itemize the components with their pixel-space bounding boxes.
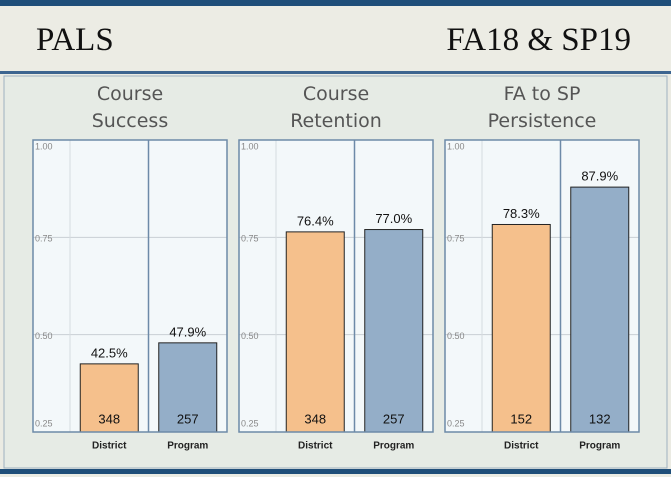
y-tick-label: 1.00 [241, 141, 259, 151]
y-tick-label: 0.50 [241, 331, 259, 341]
plot-border [32, 139, 228, 433]
x-tick-label: District [92, 441, 127, 452]
count-label: 132 [589, 411, 611, 426]
panel-title: FA to SP Persistence [487, 83, 597, 132]
panel-title: Course Retention [290, 83, 382, 132]
header-left: PALS [36, 22, 114, 58]
x-tick-label: Program [579, 441, 620, 452]
count-label: 348 [98, 411, 120, 426]
bar [158, 342, 218, 433]
bottom-border [0, 469, 671, 474]
y-tick-label: 0.25 [35, 418, 53, 428]
value-label: 87.9% [581, 169, 618, 184]
x-tick-label: District [298, 441, 333, 452]
value-label: 76.4% [297, 213, 334, 228]
top-border [0, 0, 671, 6]
x-tick-label: District [504, 441, 539, 452]
bar [285, 231, 345, 433]
y-tick-label: 0.75 [447, 234, 465, 244]
bar [491, 223, 551, 433]
value-label: 77.0% [375, 211, 412, 226]
bar [364, 229, 424, 433]
header-right: FA18 & SP19 [446, 22, 631, 58]
y-tick-label: 0.50 [447, 331, 465, 341]
value-label: 42.5% [91, 345, 128, 360]
y-tick-label: 0.25 [447, 418, 465, 428]
count-label: 152 [510, 411, 532, 426]
count-label: 257 [383, 411, 405, 426]
plot-border [238, 139, 434, 433]
count-label: 348 [304, 411, 326, 426]
value-label: 47.9% [169, 324, 206, 339]
panel-title: Course Success [91, 83, 169, 132]
y-tick-label: 1.00 [35, 141, 53, 151]
y-tick-label: 0.75 [241, 234, 259, 244]
plot-border [444, 139, 640, 433]
bar [570, 186, 630, 433]
y-tick-label: 0.50 [35, 331, 53, 341]
count-label: 257 [177, 411, 199, 426]
header-band [0, 6, 671, 72]
y-tick-label: 0.25 [241, 418, 259, 428]
value-label: 78.3% [503, 206, 540, 221]
x-tick-label: Program [167, 441, 208, 452]
bar [79, 363, 139, 433]
y-tick-label: 0.75 [35, 234, 53, 244]
x-tick-label: Program [373, 441, 414, 452]
header-rule [0, 71, 671, 74]
y-tick-label: 1.00 [447, 141, 465, 151]
